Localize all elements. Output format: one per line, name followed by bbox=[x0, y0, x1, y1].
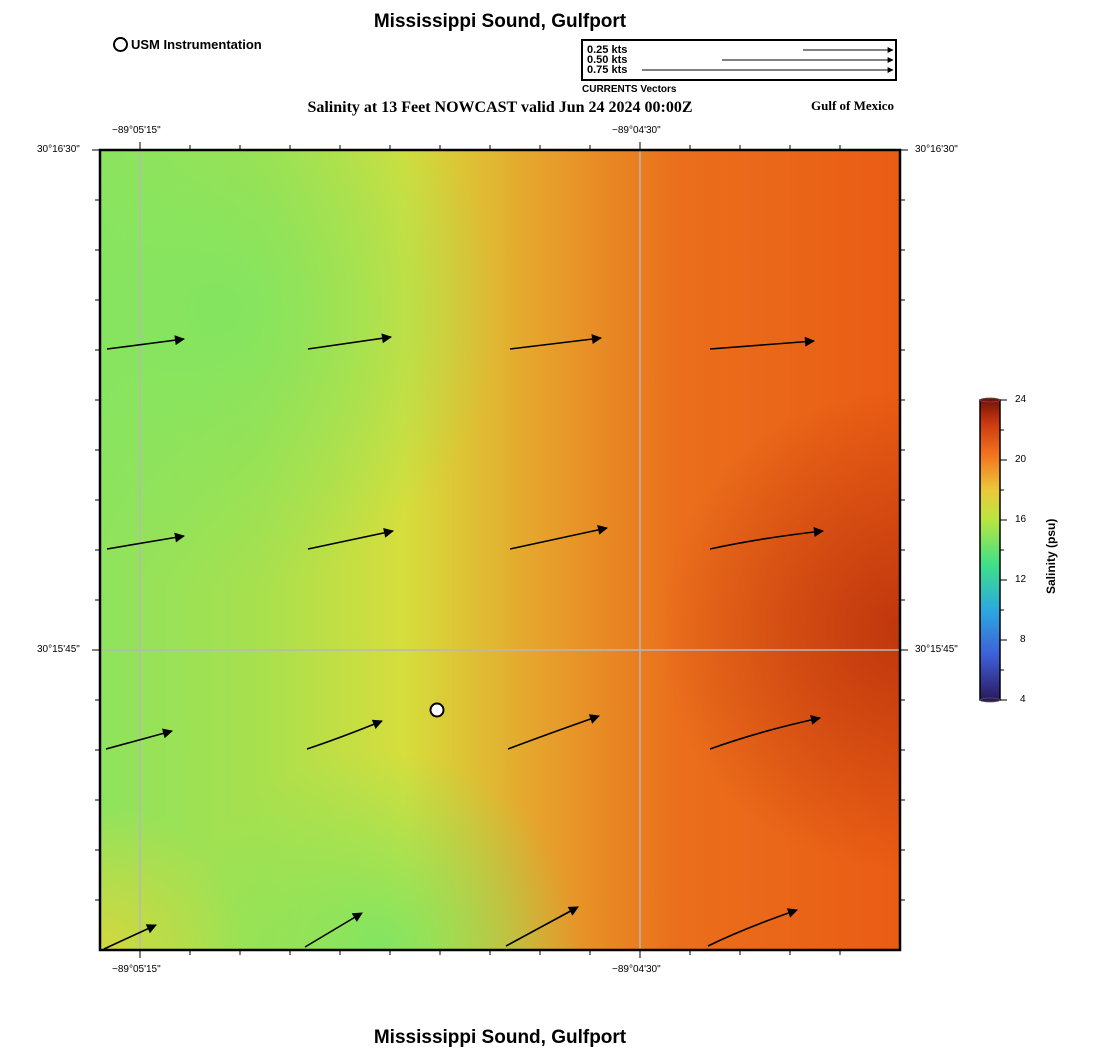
current-vector bbox=[304, 912, 363, 948]
current-vector bbox=[709, 527, 824, 550]
lon-tick-label-bottom-2: −89°04'30" bbox=[612, 964, 661, 975]
current-vector bbox=[509, 334, 602, 350]
station-marker-icon bbox=[113, 37, 128, 52]
station-marker[interactable] bbox=[429, 702, 445, 718]
colorbar-tick-8: 8 bbox=[1020, 634, 1026, 645]
colorbar-tick-16: 16 bbox=[1015, 514, 1027, 525]
vector-legend-caption: CURRENTS Vectors bbox=[582, 84, 677, 95]
map-grid bbox=[100, 150, 900, 950]
lat-tick-label-left-1: 30°16'30" bbox=[37, 144, 80, 155]
colorbar-tick-20: 20 bbox=[1015, 454, 1027, 465]
current-vector bbox=[509, 525, 608, 550]
vector-legend-label-3: 0.75 kts bbox=[587, 64, 628, 76]
salinity-field bbox=[100, 150, 900, 950]
map-title: Mississippi Sound, Gulfport bbox=[373, 11, 627, 32]
salinity-colorbar bbox=[979, 397, 1007, 703]
colorbar-tick-4: 4 bbox=[1020, 694, 1026, 705]
current-vector bbox=[709, 336, 815, 350]
vector-legend-label-1: 0.25 kts bbox=[587, 44, 628, 56]
region-label: Gulf of Mexico bbox=[811, 98, 895, 113]
vector-legend-label-2: 0.50 kts bbox=[587, 54, 628, 66]
map-ticks bbox=[92, 142, 908, 958]
lat-tick-label-left-2: 30°15'45" bbox=[37, 644, 80, 655]
current-vector bbox=[103, 924, 157, 950]
station-marker-legend: USM Instrumentation bbox=[113, 37, 262, 52]
lat-tick-label-right-1: 30°16'30" bbox=[915, 144, 958, 155]
lon-tick-label-top-2: −89°04'30" bbox=[612, 125, 661, 136]
station-marker-legend-label: USM Instrumentation bbox=[131, 37, 262, 52]
current-vectors bbox=[103, 333, 824, 950]
footer-title: Mississippi Sound, Gulfport bbox=[373, 1027, 627, 1048]
lat-tick-label-right-2: 30°15'45" bbox=[915, 644, 958, 655]
map-subtitle: Salinity at 13 Feet NOWCAST valid Jun 24… bbox=[307, 99, 693, 116]
vector-legend-arrows bbox=[642, 47, 894, 73]
current-vector bbox=[105, 728, 173, 750]
current-vector bbox=[307, 333, 392, 350]
current-vector bbox=[709, 715, 821, 750]
current-vector bbox=[505, 906, 579, 947]
lon-tick-label-bottom-1: −89°05'15" bbox=[112, 964, 161, 975]
current-vector bbox=[307, 527, 394, 550]
current-vector bbox=[707, 908, 798, 947]
lon-tick-label-top-1: −89°05'15" bbox=[112, 125, 161, 136]
current-vector bbox=[106, 335, 185, 350]
current-vector bbox=[306, 719, 383, 750]
current-vector bbox=[507, 714, 600, 750]
colorbar-tick-24: 24 bbox=[1015, 394, 1027, 405]
current-vector bbox=[106, 532, 185, 550]
colorbar-tick-12: 12 bbox=[1015, 574, 1027, 585]
